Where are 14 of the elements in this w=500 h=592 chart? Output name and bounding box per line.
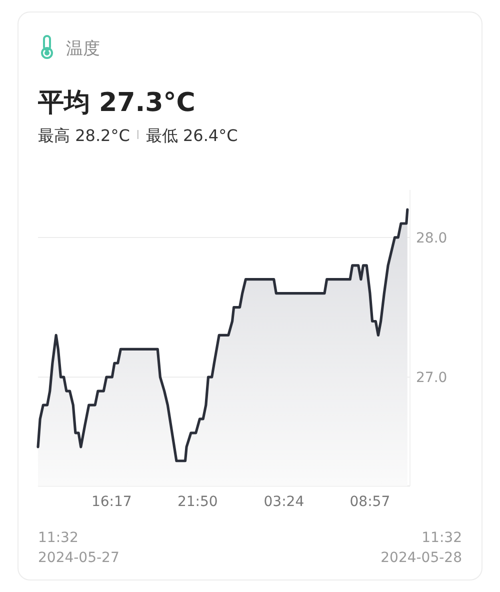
- y-tick-label: 27.0: [416, 370, 448, 386]
- text: 2024-05-28: [380, 550, 462, 566]
- text: 最低 26.4°C: [146, 126, 238, 145]
- x-tick-label: 03:24: [264, 494, 304, 510]
- chart-subtitle: 平均 27.3°C: [37, 88, 196, 118]
- y-tick-label: 28.0: [416, 230, 448, 246]
- x-tick-label: 21:50: [177, 494, 218, 510]
- chart-title: 温度: [66, 39, 100, 59]
- text: 11:32: [422, 530, 462, 546]
- x-tick-label: 08:57: [350, 494, 390, 510]
- text: 最高 28.2°C: [38, 126, 130, 145]
- text: 11:32: [38, 530, 78, 546]
- text: 2024-05-27: [38, 550, 120, 566]
- x-tick-label: 16:17: [91, 494, 132, 510]
